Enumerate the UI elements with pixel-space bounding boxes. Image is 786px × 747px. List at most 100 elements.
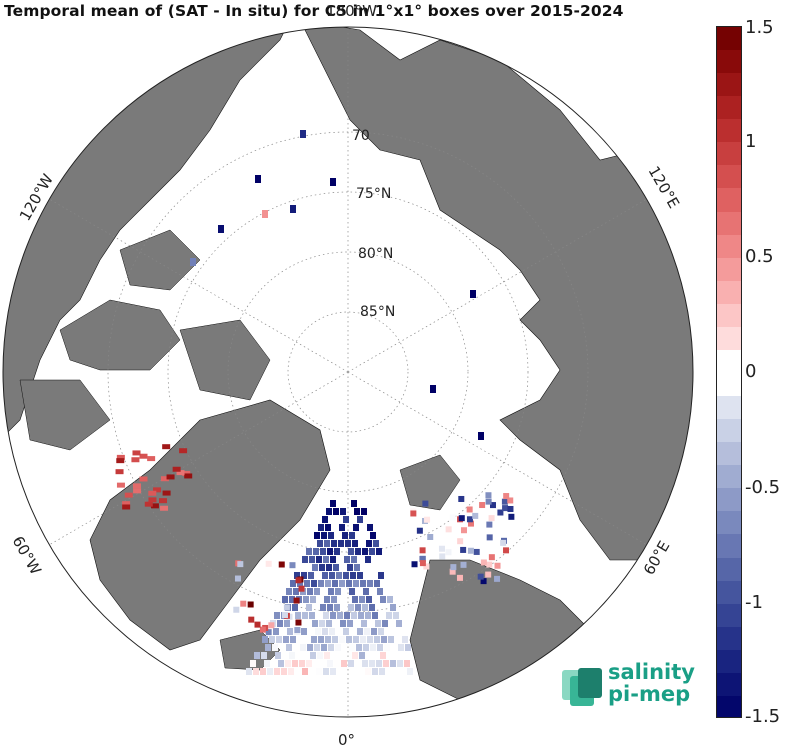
data-cell — [486, 521, 493, 528]
data-cell — [371, 628, 377, 635]
data-cell — [430, 385, 436, 393]
data-cell — [376, 548, 382, 555]
data-cell — [160, 505, 169, 511]
data-cell — [332, 580, 338, 587]
data-cell — [318, 580, 324, 587]
colorbar-band — [717, 603, 741, 628]
data-cell — [346, 580, 352, 587]
lat-unit-75: °N — [374, 186, 391, 202]
data-cell — [274, 612, 280, 619]
data-cell — [424, 516, 431, 523]
data-cell — [378, 572, 384, 579]
data-cell — [381, 636, 387, 643]
data-cell — [378, 628, 384, 635]
colorbar-band — [717, 580, 741, 605]
data-cell — [302, 556, 308, 563]
data-cell — [294, 572, 300, 579]
data-cell — [248, 616, 255, 623]
data-cell — [273, 628, 279, 635]
data-cell — [312, 620, 318, 627]
data-cell — [262, 636, 268, 643]
data-cell — [480, 559, 487, 566]
data-cell — [334, 548, 340, 555]
data-cell — [485, 492, 492, 499]
data-cell — [334, 604, 340, 611]
data-cell — [329, 572, 335, 579]
data-cell — [331, 540, 337, 547]
data-cell — [312, 564, 318, 571]
logo-text-pimep: pi-mep — [608, 682, 691, 706]
colorbar-band — [717, 649, 741, 674]
data-cell — [365, 556, 371, 563]
data-cell — [486, 534, 493, 541]
lat-unit-80: °N — [376, 246, 393, 262]
data-cell — [334, 660, 340, 667]
colorbar-band — [717, 442, 741, 466]
data-cell — [265, 560, 272, 567]
data-cell — [357, 628, 363, 635]
data-cell — [354, 508, 360, 515]
colorbar-band — [717, 303, 741, 328]
data-cell — [457, 538, 464, 545]
data-cell — [310, 596, 316, 603]
data-cell — [387, 596, 393, 603]
data-cell — [247, 601, 254, 608]
data-cell — [265, 629, 272, 636]
data-cell — [278, 561, 285, 568]
data-cell — [402, 636, 408, 643]
data-cell — [501, 498, 508, 505]
data-cell — [331, 596, 337, 603]
data-cell — [324, 596, 330, 603]
data-cell — [147, 456, 156, 462]
data-cell — [367, 580, 373, 587]
data-cell — [148, 497, 157, 503]
data-cell — [419, 547, 426, 554]
colorbar-band — [717, 96, 741, 120]
colorbar-band — [717, 188, 741, 213]
lon-label-180w: 180°W — [326, 2, 377, 20]
data-cell — [144, 501, 153, 507]
data-cell — [360, 580, 366, 587]
data-cell — [254, 652, 260, 659]
data-cell — [310, 652, 316, 659]
data-cell — [486, 561, 493, 568]
land-archipelago-4 — [19, 379, 111, 451]
data-cell — [328, 532, 334, 539]
data-cell — [351, 612, 357, 619]
data-cell — [348, 660, 354, 667]
data-cell — [176, 470, 185, 476]
data-cell — [396, 620, 402, 627]
lat-label-75: 75°N — [356, 186, 391, 202]
data-cell — [328, 588, 334, 595]
data-cell — [419, 560, 426, 567]
data-cell — [456, 574, 463, 581]
data-cell — [377, 644, 383, 651]
data-cell — [162, 444, 171, 450]
colorbar-band — [717, 73, 741, 97]
data-cell — [319, 620, 325, 627]
data-cell — [485, 571, 492, 578]
land-archipelago-2 — [179, 319, 271, 401]
data-cell — [338, 540, 344, 547]
data-cell — [253, 668, 259, 675]
data-cell — [449, 514, 456, 521]
data-cell — [343, 516, 349, 523]
data-cell — [259, 626, 266, 633]
colorbar-band — [717, 465, 741, 489]
data-cell — [362, 604, 368, 611]
data-cell — [320, 548, 326, 555]
data-cell — [285, 660, 291, 667]
data-cell — [370, 532, 376, 539]
data-cell — [407, 668, 413, 675]
data-cell — [132, 483, 141, 489]
data-cell — [460, 561, 467, 568]
colorbar-band — [717, 142, 741, 166]
data-cell — [116, 454, 125, 460]
data-cell — [300, 644, 306, 651]
data-cell — [382, 620, 388, 627]
data-cell — [262, 210, 268, 218]
data-cell — [467, 520, 474, 527]
data-cell — [184, 473, 193, 479]
colorbar-band — [717, 119, 741, 143]
data-cell — [318, 524, 324, 531]
